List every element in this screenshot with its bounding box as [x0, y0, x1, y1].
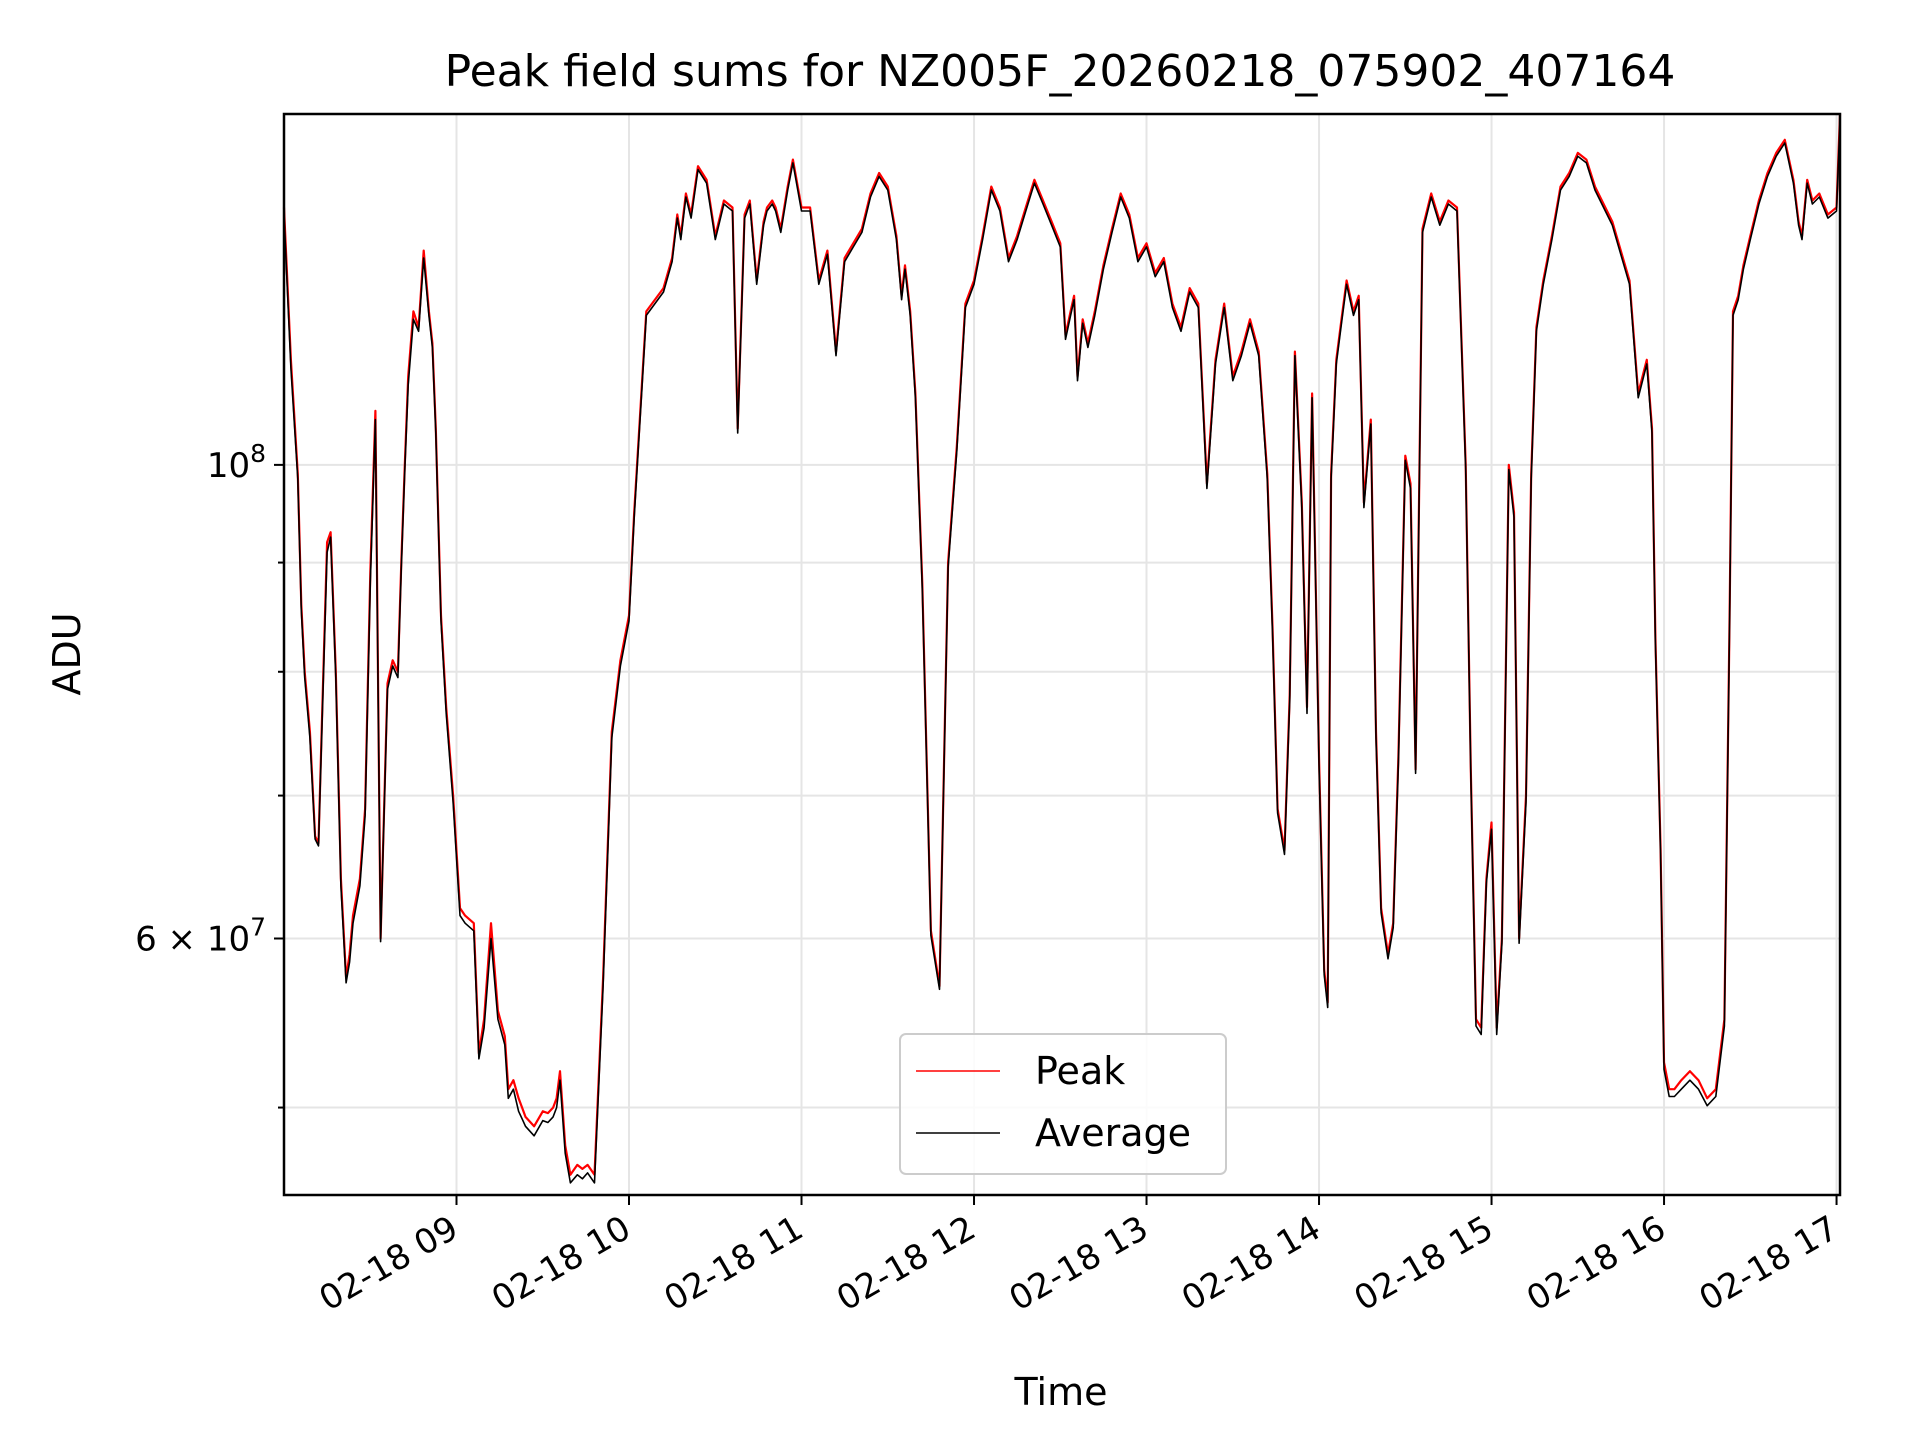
- legend-box: [899, 1033, 1227, 1175]
- legend-peak-label: Peak: [1035, 1049, 1125, 1093]
- chart-title: Peak field sums for NZ005F_20260218_0759…: [445, 46, 1676, 97]
- y-tick-label: 108: [207, 439, 266, 486]
- y-tick-label: 6 × 107: [135, 913, 266, 960]
- x-axis-label: Time: [1014, 1370, 1108, 1414]
- legend-average-label: Average: [1035, 1111, 1191, 1155]
- legend: Peak Average: [899, 1033, 1227, 1175]
- plot-frame: [282, 112, 1842, 1197]
- y-axis-ticks: 108 6 × 107: [135, 439, 284, 1109]
- grid-lines: [284, 114, 1840, 1195]
- plot-series: [282, 113, 1842, 1184]
- series-line-average: [283, 120, 1841, 1184]
- y-axis-label: ADU: [45, 612, 89, 695]
